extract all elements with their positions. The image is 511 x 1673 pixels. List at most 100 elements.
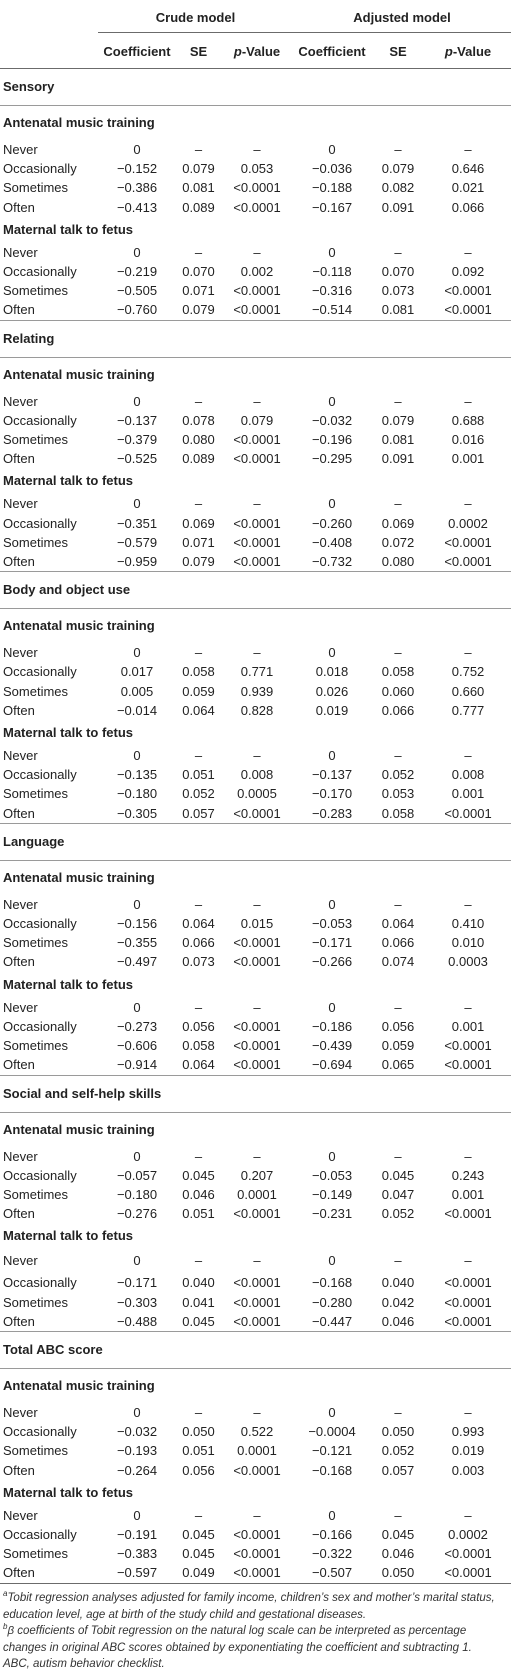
table-row: Never 0 – – 0 – – [0, 1249, 511, 1273]
table-cell: <0.0001 [233, 451, 281, 467]
table-cell: −0.171 [311, 935, 353, 951]
adjusted-model-header: Adjusted model [293, 0, 511, 36]
table-cell: 0.026 [315, 683, 349, 699]
table-cell: 0.056 [182, 1462, 215, 1478]
table-cell: −0.266 [311, 954, 353, 970]
table-cell: 0.080 [182, 432, 215, 448]
row-label: Sometimes [3, 432, 69, 448]
table-cell: −0.053 [311, 1167, 353, 1183]
table-cell: 0.777 [451, 702, 485, 718]
table-cell: – [253, 1404, 261, 1420]
table-cell: 0.089 [182, 451, 215, 467]
table-cell: 0.064 [182, 1057, 215, 1073]
table-cell: 0 [133, 645, 141, 661]
row-label: Occasionally [3, 916, 77, 932]
table-cell: 0 [133, 896, 141, 912]
table-cell: 0 [328, 142, 336, 157]
table-cell: <0.0001 [233, 1526, 281, 1542]
table-cell: 0 [328, 896, 336, 912]
row-label: Often [3, 1313, 35, 1329]
table-cell: −0.260 [311, 515, 353, 531]
table-cell: – [194, 1404, 203, 1420]
table-cell: <0.0001 [233, 302, 281, 318]
table-cell: 0.059 [182, 683, 215, 699]
table-cell: −0.386 [116, 180, 158, 196]
row-label: Often [3, 1057, 35, 1073]
table-cell: – [394, 393, 402, 409]
row-label: Never [3, 896, 38, 912]
p-value-header: p-Value [221, 36, 294, 69]
table-cell: 0.056 [381, 1018, 415, 1034]
row-label: Never [3, 1507, 38, 1523]
row-label: Never [3, 244, 38, 260]
table-row: Often −0.597 0.049 <0.0001 −0.507 0.050 <0.000… [0, 1563, 511, 1584]
exposure-header: Antenatal music training [0, 106, 511, 141]
section-header: Language [0, 822, 511, 861]
table-cell: 0 [133, 748, 141, 764]
table-cell: −0.167 [311, 199, 353, 215]
table-cell: – [464, 999, 472, 1015]
table-cell: 0 [328, 999, 336, 1015]
column-header-row: Coefficient SE p-Value Coefficient SE p-… [0, 36, 511, 69]
table-cell: −0.171 [116, 1275, 158, 1291]
table-cell: −0.014 [116, 702, 158, 718]
table-row: Never 0 – – 0 – – [0, 1403, 511, 1422]
exposure-label: Antenatal music training [3, 366, 155, 382]
table-cell: <0.0001 [444, 302, 492, 318]
exposure-label: Maternal talk to fetus [3, 473, 134, 489]
table-cell: 0.046 [182, 1186, 215, 1202]
results-table: Crude model Adjusted model Coefficient S… [0, 0, 511, 1584]
row-label: Often [3, 954, 35, 970]
table-cell: 0.939 [240, 683, 274, 699]
table-row: Occasionally −0.191 0.045 <0.0001 −0.166 0.04… [0, 1525, 511, 1544]
section-title: Language [0, 822, 511, 861]
row-label: Sometimes [3, 1294, 69, 1310]
table-row: Never 0 – – 0 – – [0, 494, 511, 513]
table-cell: −0.196 [311, 432, 353, 448]
table-cell: – [394, 1507, 402, 1523]
table-cell: <0.0001 [233, 1313, 281, 1329]
table-cell: <0.0001 [425, 1563, 511, 1584]
exposure-label: Antenatal music training [3, 618, 155, 634]
table-cell: 0.092 [451, 264, 485, 280]
table-cell: <0.0001 [233, 432, 281, 448]
table-cell: 0 [328, 645, 336, 661]
table-cell: 0.646 [451, 161, 485, 177]
table-cell: −0.137 [311, 767, 353, 783]
section-header: Body and object use [0, 571, 511, 610]
table-cell: 0.040 [182, 1275, 215, 1291]
table-cell: – [253, 142, 261, 157]
table-cell: −0.514 [311, 302, 353, 318]
table-row: Sometimes −0.180 0.052 0.0005 −0.170 0.053 0.0… [0, 784, 511, 803]
table-row: Never 0 – – 0 – – [0, 643, 511, 662]
table-cell: – [464, 393, 472, 409]
table-cell: 0.069 [381, 515, 415, 531]
table-cell: −0.231 [311, 1206, 353, 1222]
table-cell: 0.828 [240, 702, 274, 718]
table-row: Never 0 – – 0 – – [0, 998, 511, 1017]
table-cell: 0.017 [120, 664, 154, 680]
table-cell: 0.071 [182, 283, 215, 299]
table-row: Often −0.276 0.051 <0.0001 −0.231 0.052 <0.000… [0, 1204, 511, 1223]
table-cell: 0.074 [381, 954, 415, 970]
table-row: Often −0.525 0.089 <0.0001 −0.295 0.091 0.001 [0, 449, 511, 468]
table-cell: 0.010 [451, 935, 485, 951]
table-cell: 0.003 [451, 1462, 485, 1478]
table-row: Sometimes −0.355 0.066 <0.0001 −0.171 0.066 0.… [0, 933, 511, 952]
table-cell: – [464, 496, 472, 512]
row-label: Sometimes [3, 1546, 69, 1562]
table-cell: −0.193 [116, 1443, 158, 1459]
table-cell: <0.0001 [233, 180, 281, 196]
table-cell: – [394, 1404, 402, 1420]
table-cell: −0.188 [311, 180, 353, 196]
table-cell: −0.497 [116, 954, 158, 970]
table-cell: – [194, 1253, 203, 1269]
table-cell: 0.207 [240, 1167, 274, 1183]
row-label: Sometimes [3, 1038, 69, 1054]
table-cell: – [394, 645, 402, 661]
table-cell: 0.052 [381, 1206, 415, 1222]
table-cell: −0.316 [311, 283, 353, 299]
table-cell: – [253, 645, 261, 661]
table-row: Sometimes −0.579 0.071 <0.0001 −0.408 0.072 <0… [0, 533, 511, 552]
table-cell: −0.219 [116, 264, 158, 280]
